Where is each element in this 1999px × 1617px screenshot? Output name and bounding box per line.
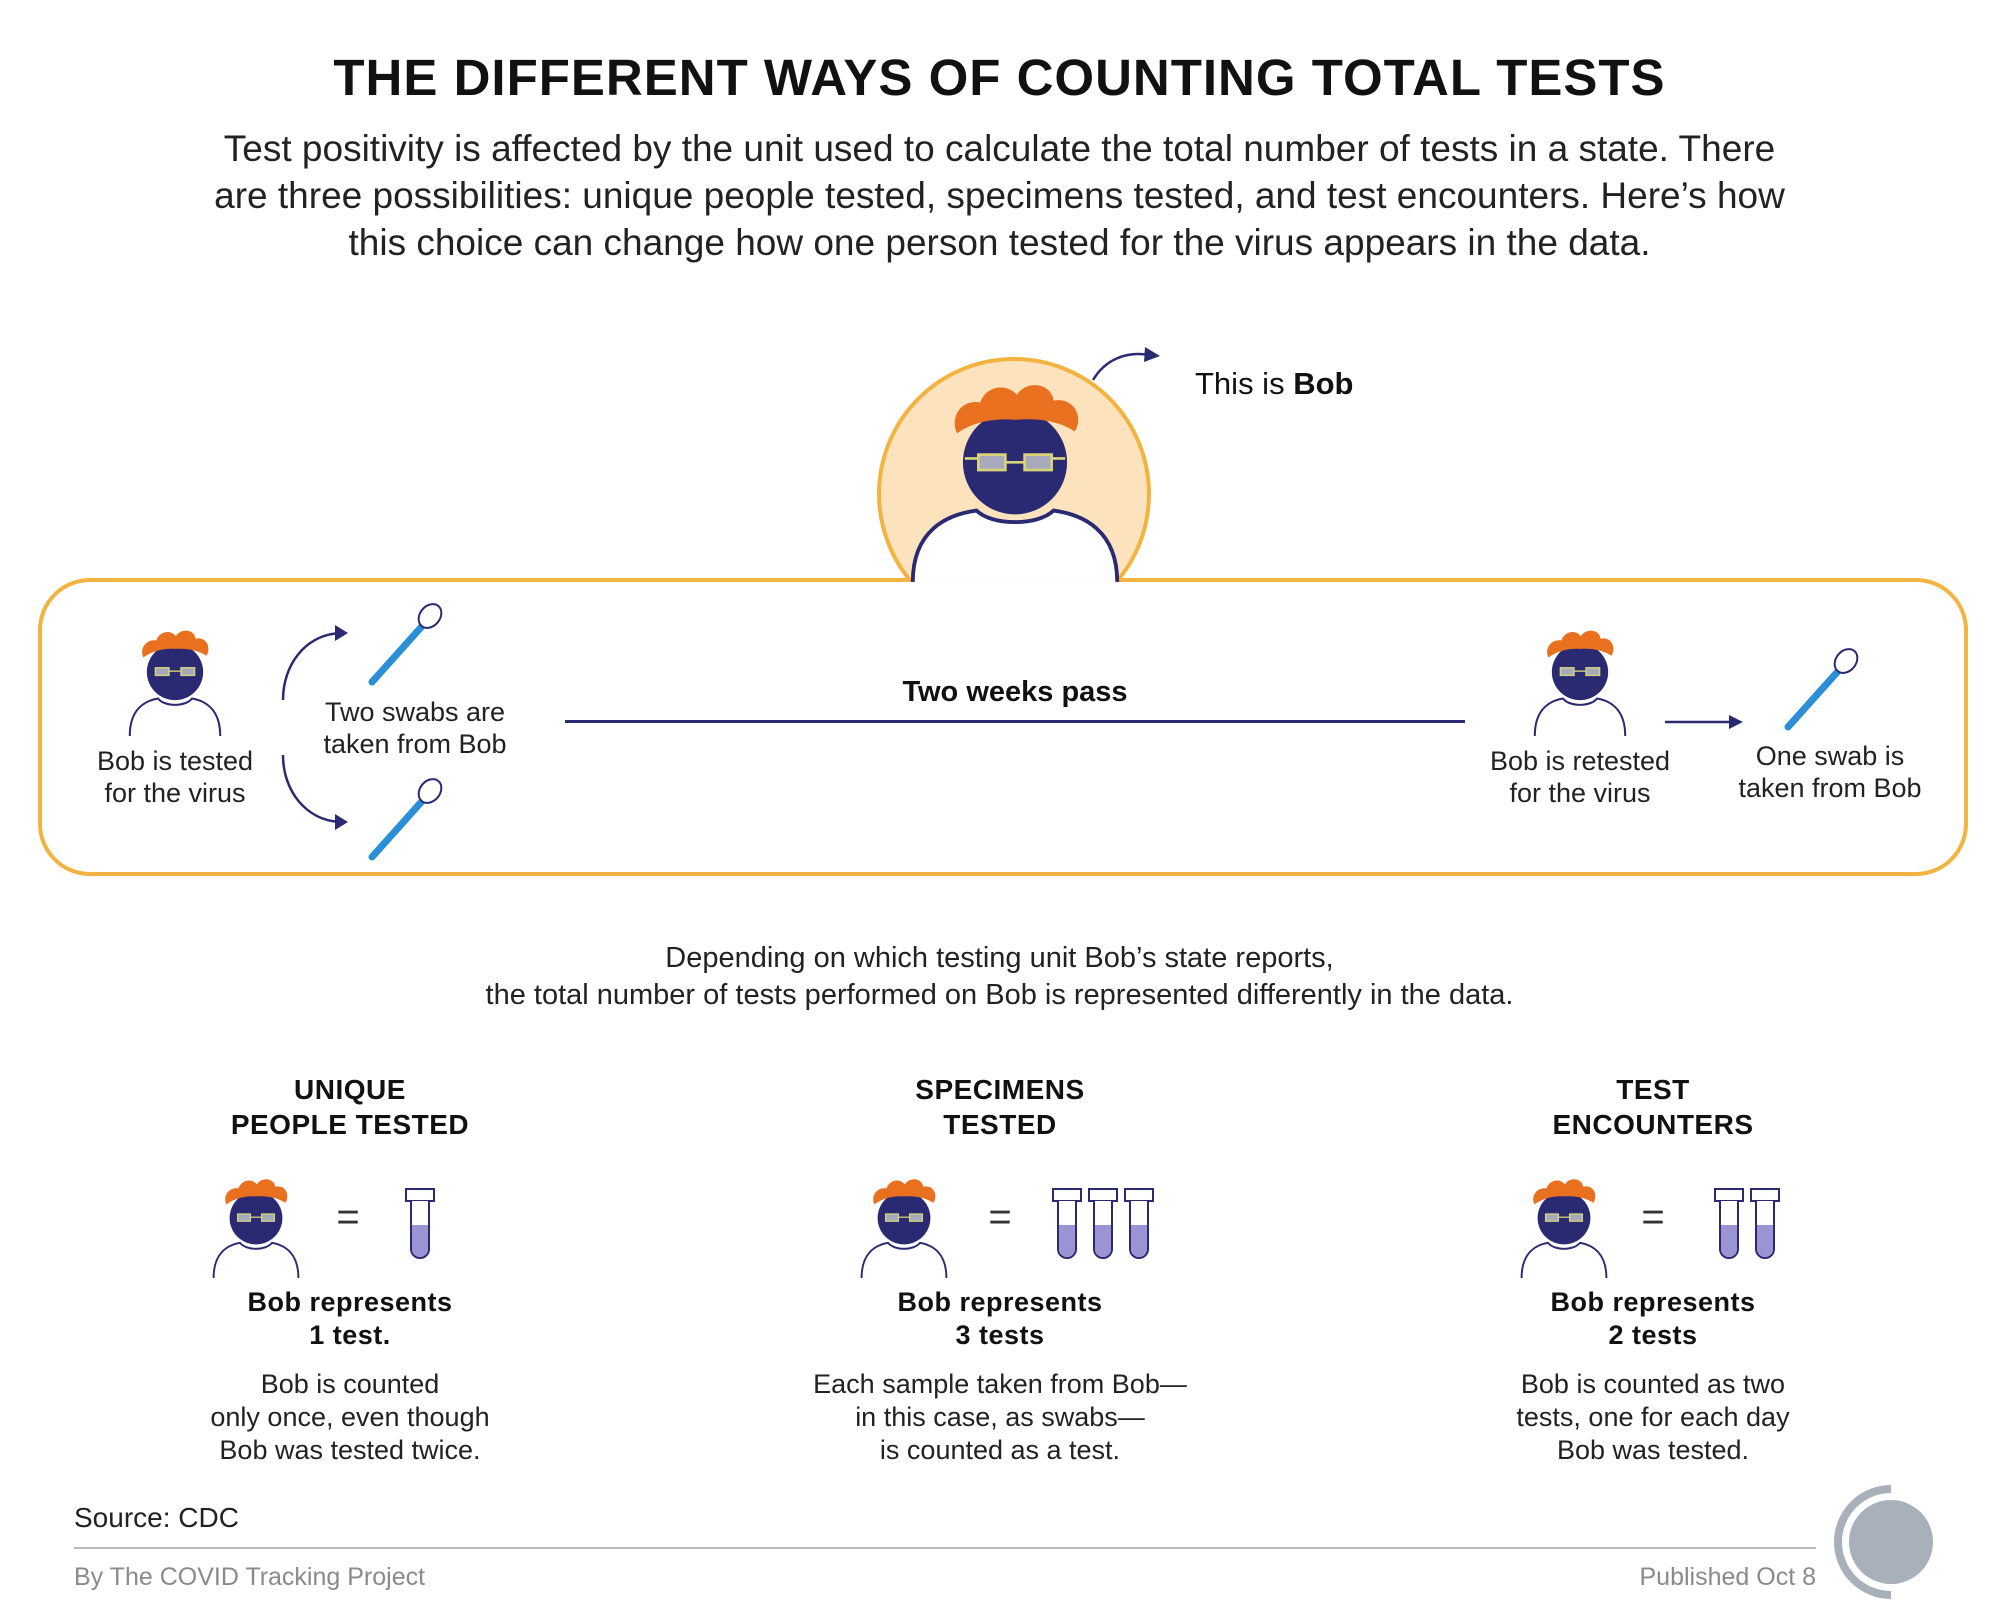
result-line: 2 tests	[1608, 1320, 1698, 1350]
swab-icon	[368, 778, 443, 861]
covid-tracking-logo-icon	[1834, 1485, 1933, 1599]
method-desc: is counted as a test.	[879, 1435, 1121, 1465]
two-swabs-label-1: Two swabs are	[324, 697, 506, 727]
test-tube-icon	[1052, 1188, 1082, 1259]
method-heading: UNIQUE	[294, 1074, 406, 1105]
test-tube-icon	[1088, 1188, 1118, 1259]
this-is-text: This is	[1195, 366, 1294, 401]
method-heading: SPECIMENS	[915, 1074, 1085, 1105]
method-heading: TESTED	[943, 1109, 1057, 1140]
page-title: THE DIFFERENT WAYS OF COUNTING TOTAL TES…	[333, 49, 1666, 106]
bob-small-icon	[1520, 1179, 1608, 1279]
branch-arrows-icon	[281, 625, 348, 830]
equals-sign: =	[1641, 1195, 1665, 1239]
retest-label-2: for the virus	[1509, 778, 1651, 808]
test-tube-icon	[1750, 1188, 1780, 1259]
swab-icon	[368, 603, 443, 686]
bubble-mask	[870, 582, 1160, 642]
bob-small-icon	[212, 1179, 300, 1279]
method-desc: Bob was tested.	[1556, 1435, 1750, 1465]
test-tube-icon	[1124, 1188, 1154, 1259]
method-desc: tests, one for each day	[1516, 1402, 1790, 1432]
bob-small-icon	[128, 630, 222, 737]
method-desc: Bob is counted	[260, 1369, 440, 1399]
method-desc: Bob is counted as two	[1520, 1369, 1786, 1399]
method-heading: PEOPLE TESTED	[230, 1109, 470, 1140]
result-line: Bob represents	[247, 1287, 453, 1317]
explanation-line-1: Depending on which testing unit Bob’s st…	[665, 942, 1334, 974]
explanation-line-2: the total number of tests performed on B…	[485, 979, 1514, 1011]
method-desc: only once, even though	[210, 1402, 490, 1432]
subtitle-line-3: this choice can change how one person te…	[348, 222, 1651, 263]
source-label: Source: CDC	[74, 1502, 239, 1533]
footer-divider	[74, 1547, 1816, 1549]
result-line: 1 test.	[309, 1320, 391, 1350]
method-desc: Each sample taken from Bob—	[813, 1369, 1187, 1399]
one-swab-label-1: One swab is	[1755, 741, 1905, 771]
swab-icon	[1784, 648, 1859, 731]
two-swabs-label-2: taken from Bob	[323, 729, 507, 759]
result-line: Bob represents	[1550, 1287, 1756, 1317]
first-test-label-2: for the virus	[104, 778, 246, 808]
subtitle-line-1: Test positivity is affected by the unit …	[223, 128, 1776, 169]
retest-label-1: Bob is retested	[1489, 746, 1671, 776]
method-heading: ENCOUNTERS	[1552, 1109, 1754, 1140]
byline: By The COVID Tracking Project	[74, 1563, 426, 1591]
published-date: Published Oct 8	[1639, 1563, 1817, 1591]
bob-large-icon	[910, 385, 1120, 582]
equals-sign: =	[988, 1195, 1012, 1239]
right-arrow-icon	[1665, 715, 1743, 729]
test-tube-icon	[1714, 1188, 1744, 1259]
this-is-bob-label: This is Bob	[1195, 366, 1353, 402]
bob-name: Bob	[1293, 366, 1354, 401]
equals-sign: =	[336, 1195, 360, 1239]
method-desc: in this case, as swabs—	[855, 1402, 1145, 1432]
bob-small-icon	[860, 1179, 948, 1279]
result-line: Bob represents	[897, 1287, 1103, 1317]
test-tube-icon	[405, 1188, 435, 1259]
timeline-line	[565, 720, 1465, 723]
bob-small-icon	[1533, 630, 1627, 737]
method-heading: TEST	[1616, 1074, 1690, 1105]
gap-label: Two weeks pass	[902, 676, 1128, 708]
first-test-label-1: Bob is tested	[96, 746, 254, 776]
result-line: 3 tests	[955, 1320, 1045, 1350]
curved-arrow-icon	[1091, 347, 1160, 381]
subtitle-line-2: are three possibilities: unique people t…	[214, 175, 1785, 216]
one-swab-label-2: taken from Bob	[1738, 773, 1922, 803]
method-desc: Bob was tested twice.	[219, 1435, 481, 1465]
